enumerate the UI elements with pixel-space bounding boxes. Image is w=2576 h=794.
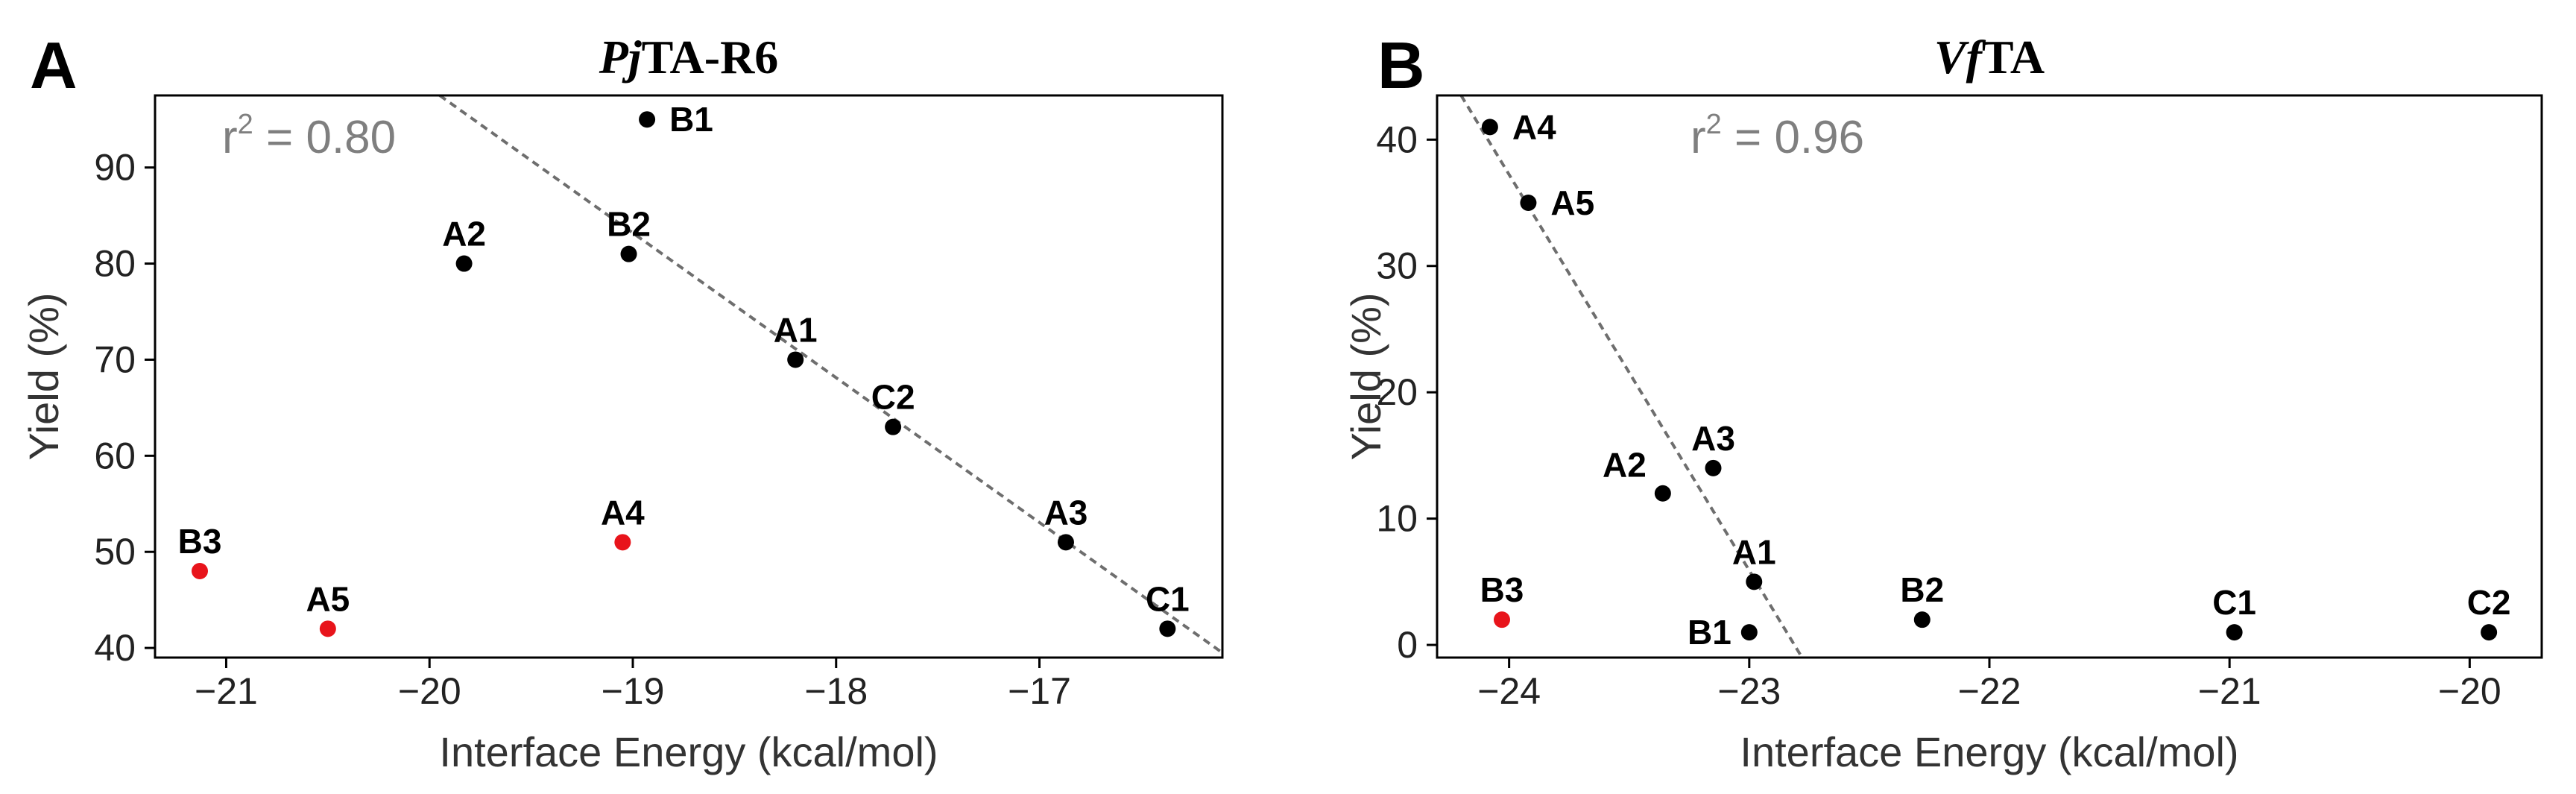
y-tick-label: 80 bbox=[94, 243, 136, 285]
data-point-c1 bbox=[1159, 620, 1176, 637]
y-tick-label: 30 bbox=[1376, 245, 1418, 287]
panel-letter: B bbox=[1377, 28, 1425, 102]
data-label-c2: C2 bbox=[871, 378, 915, 417]
data-label-c1: C1 bbox=[2212, 583, 2256, 622]
data-label-a2: A2 bbox=[1603, 446, 1647, 485]
data-point-c2 bbox=[885, 418, 902, 435]
x-tick-label: −22 bbox=[1958, 670, 2021, 712]
data-label-b2: B2 bbox=[607, 205, 651, 244]
chart-panel-a: A PjTA-R6 r2 = 0.80 B1 B2 A2 A1 C2 A3 C1 B3 A5 A4 −21… bbox=[20, 28, 1224, 775]
title-rest: TA-R6 bbox=[642, 31, 779, 84]
data-label-b2: B2 bbox=[1900, 570, 1944, 609]
chart-panel-b: B VfTA r2 = 0.96 A4 A5 A3 A2 A1 B1 B2 C1 C2 B3 −24 −23… bbox=[1342, 28, 2543, 775]
x-axis-label: Interface Energy (kcal/mol) bbox=[1740, 728, 2238, 775]
title-rest: TA bbox=[1982, 31, 2045, 84]
r-squared-superscript: 2 bbox=[238, 109, 253, 140]
data-label-a2: A2 bbox=[442, 215, 486, 253]
title-italic: Vf bbox=[1934, 31, 1986, 84]
data-point-a4 bbox=[1481, 119, 1498, 136]
panel-letter: A bbox=[30, 28, 78, 102]
r-squared-value: = 0.96 bbox=[1722, 112, 1864, 163]
data-point-a2 bbox=[455, 255, 473, 272]
data-point-a4 bbox=[614, 534, 631, 551]
data-label-a5: A5 bbox=[1550, 183, 1594, 222]
data-label-a5: A5 bbox=[306, 579, 350, 618]
x-axis-label: Interface Energy (kcal/mol) bbox=[439, 728, 938, 775]
chart-title: PjTA-R6 bbox=[599, 31, 779, 84]
data-point-c2 bbox=[2481, 624, 2498, 641]
chart-title: VfTA bbox=[1934, 31, 2045, 84]
r-squared-r: r bbox=[1690, 112, 1706, 163]
data-point-a5 bbox=[319, 620, 336, 637]
data-point-a1 bbox=[787, 351, 804, 368]
data-point-b2 bbox=[1913, 611, 1931, 628]
y-tick-label: 10 bbox=[1376, 498, 1418, 540]
data-point-b3 bbox=[1493, 611, 1510, 628]
y-axis-label: Yield (%) bbox=[1342, 292, 1389, 460]
y-tick-label: 20 bbox=[1376, 371, 1418, 413]
regression-fit-line bbox=[1459, 95, 1804, 658]
data-label-c2: C2 bbox=[2467, 583, 2511, 622]
x-tick-label: −19 bbox=[602, 670, 665, 712]
data-point-a3 bbox=[1057, 534, 1074, 551]
data-point-c1 bbox=[2226, 624, 2243, 641]
x-tick-label: −21 bbox=[195, 670, 258, 712]
y-tick-label: 60 bbox=[94, 435, 136, 476]
x-tick-label: −23 bbox=[1717, 670, 1781, 712]
data-label-b1: B1 bbox=[1688, 613, 1731, 652]
title-italic: Pj bbox=[599, 31, 642, 84]
data-label-a4: A4 bbox=[1512, 107, 1556, 146]
x-tick-label: −20 bbox=[2438, 670, 2501, 712]
r-squared-r: r bbox=[222, 112, 238, 163]
data-label-a4: A4 bbox=[601, 493, 645, 532]
data-label-c1: C1 bbox=[1146, 579, 1190, 618]
regression-fit-line bbox=[438, 95, 1222, 655]
y-tick-label: 70 bbox=[94, 338, 136, 380]
data-label-a1: A1 bbox=[1732, 532, 1776, 571]
data-label-b3: B3 bbox=[1480, 570, 1524, 609]
r-squared-superscript: 2 bbox=[1706, 109, 1722, 140]
data-label-a3: A3 bbox=[1044, 493, 1088, 532]
x-tick-label: −21 bbox=[2198, 670, 2261, 712]
data-point-a1 bbox=[1746, 573, 1763, 590]
y-tick-label: 40 bbox=[94, 627, 136, 669]
data-point-a5 bbox=[1520, 195, 1537, 212]
x-tick-label: −18 bbox=[804, 670, 868, 712]
x-tick-label: −24 bbox=[1477, 670, 1541, 712]
plot-frame bbox=[154, 94, 1224, 659]
x-tick-label: −20 bbox=[398, 670, 461, 712]
x-tick-label: −17 bbox=[1008, 670, 1071, 712]
data-label-a3: A3 bbox=[1691, 419, 1735, 458]
y-tick-label: 40 bbox=[1376, 119, 1418, 160]
r-squared-annotation: r2 = 0.80 bbox=[222, 109, 396, 163]
data-point-b3 bbox=[192, 563, 209, 579]
data-label-b3: B3 bbox=[178, 522, 222, 561]
r-squared-annotation: r2 = 0.96 bbox=[1690, 109, 1864, 163]
data-point-a2 bbox=[1654, 485, 1671, 502]
y-tick-label: 0 bbox=[1397, 624, 1418, 666]
plot-frame bbox=[1436, 94, 2543, 659]
data-point-b1 bbox=[639, 111, 656, 128]
data-label-a1: A1 bbox=[774, 310, 818, 349]
data-point-b1 bbox=[1740, 624, 1758, 641]
y-tick-label: 50 bbox=[94, 531, 136, 573]
y-tick-label: 90 bbox=[94, 147, 136, 189]
data-point-a3 bbox=[1705, 459, 1722, 476]
r-squared-value: = 0.80 bbox=[253, 112, 396, 163]
data-point-b2 bbox=[620, 245, 637, 262]
data-label-b1: B1 bbox=[669, 100, 713, 139]
y-axis-label: Yield (%) bbox=[20, 292, 67, 460]
